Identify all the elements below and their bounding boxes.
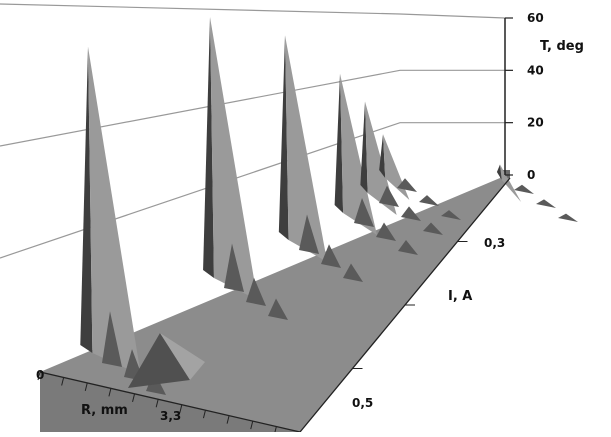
x-tick-mark-5 (155, 399, 159, 408)
peak-dark-face-6 (496, 164, 502, 180)
peak-light-face-2 (285, 35, 328, 263)
peak-ripple-5-1 (397, 178, 417, 192)
peak-ripple-4-1 (379, 185, 399, 207)
peak-ripple-1-3 (268, 298, 288, 320)
x-tick-mark-2 (84, 382, 88, 392)
peak-light-face-0 (88, 46, 141, 375)
peak-dark-face-0 (80, 46, 93, 353)
peak-ripple-2-1 (299, 214, 319, 254)
front-bump-light (160, 333, 205, 380)
peak-ripple-5-3 (441, 210, 461, 220)
peak-ripple-1-1 (224, 243, 244, 292)
peak-ripple-6-2 (536, 199, 556, 208)
front-bump-dark (128, 333, 190, 388)
peak-dark-face-1 (203, 17, 214, 279)
x-tick-mark-6 (179, 404, 183, 413)
z-tick-label-0: 0 (527, 168, 535, 182)
y-tick-label-0: 0,3 (484, 236, 505, 250)
peak-ripple-1-2 (246, 277, 266, 306)
y-tick-label-1: 0,5 (352, 396, 373, 410)
peak-ripple-2-3 (343, 263, 363, 282)
gridline-40 (0, 69, 505, 147)
gridlines (0, 3, 506, 259)
peak-light-face-1 (210, 17, 258, 301)
x-tick-mark-8 (226, 415, 230, 424)
z-tick-label-20: 20 (527, 116, 544, 130)
surface-peaks (80, 17, 578, 395)
x-tick-mark-9 (250, 420, 254, 430)
peak-ripple-2-2 (321, 244, 341, 268)
gridline-60 (0, 3, 506, 19)
x-tick-mark-0 (37, 371, 41, 381)
peak-ripple-6-3 (558, 213, 578, 222)
peak-dark-face-5 (379, 134, 386, 178)
gridline-20 (0, 122, 505, 259)
x-tick-mark-3 (108, 388, 112, 397)
peak-light-face-3 (340, 73, 377, 235)
peak-ripple-3-2 (376, 222, 396, 241)
peak-ripple-4-2 (401, 206, 421, 221)
peak-dark-face-3 (334, 73, 344, 213)
z-tick-label-60: 60 (527, 11, 544, 25)
peak-ripple-6-1 (514, 184, 534, 194)
peak-ripple-0-1 (102, 311, 122, 367)
x-tick-mark-1 (61, 377, 65, 386)
y-axis-title: I, A (448, 289, 472, 304)
x-axis-title: R, mm (81, 403, 128, 418)
x-tick-label-1: 3,3 (160, 409, 181, 423)
peak-ripple-4-3 (423, 222, 443, 235)
peak-dark-face-2 (278, 35, 289, 241)
peak-ripple-5-2 (419, 195, 439, 206)
axes: 0 20 40 60 (37, 11, 544, 437)
peak-ripple-3-3 (398, 239, 418, 255)
z-tick-label-40: 40 (527, 63, 544, 77)
x-tick-mark-4 (132, 393, 136, 402)
peak-dark-face-4 (360, 101, 368, 193)
x-tick-label-0: 0 (36, 368, 44, 382)
x-axis-line (39, 371, 301, 433)
peak-ripple-3-1 (354, 197, 374, 227)
x-tick-mark-7 (202, 410, 206, 419)
z-axis-title: T, deg (540, 39, 584, 54)
